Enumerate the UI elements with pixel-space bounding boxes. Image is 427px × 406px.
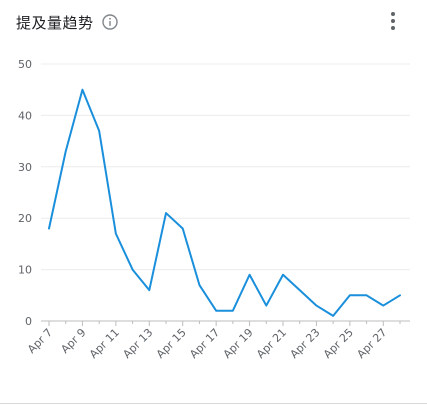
data-point — [349, 294, 351, 296]
x-tick-label: Apr 11 — [87, 326, 122, 361]
data-point — [249, 274, 251, 276]
data-point — [315, 305, 317, 307]
y-tick-label: 50 — [18, 58, 32, 71]
info-icon[interactable] — [101, 14, 118, 30]
data-point — [265, 305, 267, 307]
series-layer — [48, 88, 401, 317]
data-point — [98, 130, 100, 132]
y-tick-label: 0 — [25, 315, 32, 328]
x-tick-label: Apr 25 — [321, 326, 356, 361]
x-tick-label: Apr 15 — [154, 326, 189, 361]
x-tick-label: Apr 19 — [221, 326, 256, 361]
more-vert-icon-dot — [391, 26, 395, 30]
x-tick-label: Apr 7 — [25, 326, 55, 356]
x-tick-label: Apr 13 — [120, 326, 155, 361]
data-point — [198, 284, 200, 286]
series-line — [48, 88, 401, 317]
x-tick-label: Apr 17 — [187, 326, 222, 361]
more-vert-icon — [391, 12, 395, 16]
card-header: 提及量趋势 — [16, 8, 118, 36]
x-tick-label: Apr 27 — [354, 326, 389, 361]
data-point — [215, 310, 217, 312]
y-tick-label: 20 — [18, 212, 32, 225]
x-tick-label: Apr 23 — [288, 326, 323, 361]
data-point — [332, 315, 334, 317]
data-point — [65, 150, 67, 152]
x-tick-label: Apr 9 — [58, 326, 88, 356]
data-point — [165, 212, 167, 214]
y-axis: 0 10 20 30 40 50 — [18, 58, 32, 328]
data-point — [399, 294, 401, 296]
data-point — [48, 227, 50, 229]
grid-lines — [41, 63, 410, 322]
data-point — [81, 89, 83, 91]
y-tick-label: 10 — [18, 264, 32, 277]
data-point — [299, 289, 301, 291]
more-options-button[interactable] — [381, 9, 405, 33]
x-tick-label: Apr 21 — [254, 326, 289, 361]
y-tick-label: 40 — [18, 109, 32, 122]
data-point — [148, 289, 150, 291]
data-point — [115, 233, 117, 235]
y-tick-label: 30 — [18, 161, 32, 174]
data-point — [282, 274, 284, 276]
data-point — [232, 310, 234, 312]
more-vert-icon-dot — [391, 19, 395, 23]
data-point — [366, 294, 368, 296]
data-point — [132, 269, 134, 271]
data-point — [382, 305, 384, 307]
card-title: 提及量趋势 — [16, 13, 94, 32]
data-point — [182, 227, 184, 229]
